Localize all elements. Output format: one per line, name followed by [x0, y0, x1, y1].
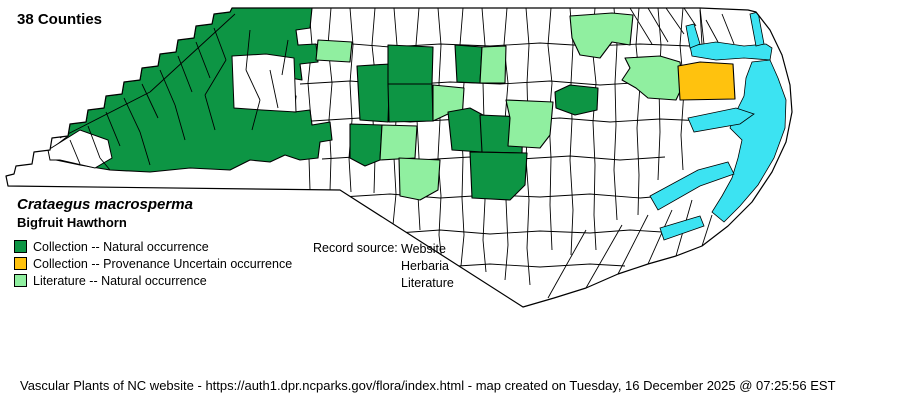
legend-swatch-collection-provenance-uncertain — [14, 257, 27, 270]
record-source-value: Literature — [401, 276, 454, 290]
county-border-line — [245, 29, 251, 71]
species-scientific-name: Crataegus macrosperma — [17, 196, 193, 213]
record-source-value: Website — [401, 242, 446, 256]
county-border-line — [213, 27, 227, 61]
county-border-line — [437, 8, 443, 263]
county-border-line — [699, 8, 705, 45]
legend-label: Collection -- Provenance Uncertain occur… — [33, 256, 293, 271]
county-border-line — [348, 8, 354, 193]
county-shape-county-a2 — [356, 63, 391, 123]
county-border-line — [195, 41, 211, 79]
water-currituck-sound — [749, 11, 765, 47]
county-border-line — [629, 8, 653, 45]
record-source-value: Herbaria — [401, 259, 449, 273]
county-border-line — [59, 91, 151, 139]
county-count-title: 38 Counties — [17, 11, 103, 28]
species-common-name: Bigfruit Hawthorn — [17, 215, 127, 230]
county-border-line — [585, 224, 623, 289]
county-shape-county-a7 — [479, 45, 507, 84]
county-border-line — [683, 8, 697, 27]
county-border-line — [635, 8, 641, 216]
county-shape-county-a10 — [398, 157, 441, 201]
county-shape-county-a9 — [379, 124, 418, 161]
county-shape-county-a13 — [505, 99, 554, 149]
footer-attribution: Vascular Plants of NC website - https://… — [20, 378, 836, 393]
legend-swatch-literature-natural — [14, 274, 27, 287]
county-border-line — [327, 8, 333, 192]
record-source-values: Website Herbaria Literature — [401, 241, 454, 292]
county-border-line — [617, 214, 649, 275]
county-shape-county-a16 — [569, 12, 634, 59]
legend-row: Literature -- Natural occurrence — [14, 272, 292, 289]
county-border-line — [647, 209, 673, 265]
legend-label: Literature -- Natural occurrence — [33, 273, 207, 288]
legend-swatch-collection-natural — [14, 240, 27, 253]
county-border-line — [177, 55, 193, 93]
county-border-line — [105, 111, 121, 147]
county-shape-county-a6 — [454, 44, 483, 84]
county-border-line — [174, 104, 186, 141]
county-border-line — [721, 13, 735, 45]
county-border-line — [397, 229, 663, 235]
county-border-line — [307, 8, 313, 191]
county-shape-county-a15 — [554, 84, 599, 116]
water-albemarle-sound — [689, 41, 773, 61]
water-pamlico-river — [687, 107, 755, 133]
county-shape-uncolored — [47, 129, 113, 169]
county-border-line — [341, 193, 677, 199]
county-border-line — [204, 94, 216, 131]
water-chowan-river — [685, 23, 701, 49]
county-border-line — [647, 8, 669, 43]
county-border-line — [699, 9, 703, 46]
county-border-line — [281, 39, 289, 76]
county-shape-county-a14 — [469, 151, 528, 201]
record-source-label: Record source: — [313, 241, 398, 255]
county-shape-county-a4 — [387, 83, 434, 123]
county-border-line — [204, 59, 227, 96]
county-border-line — [251, 99, 261, 131]
county-border-line — [295, 42, 691, 48]
map-legend: Collection -- Natural occurrence Collect… — [14, 238, 292, 289]
county-shape-county-a17 — [621, 55, 684, 101]
county-border-line — [123, 97, 141, 133]
county-border-line — [441, 263, 626, 268]
county-border-line — [141, 83, 159, 119]
county-border-line — [159, 69, 176, 106]
county-border-line — [665, 8, 685, 35]
legend-label: Collection -- Natural occurrence — [33, 239, 209, 254]
county-border-line — [69, 139, 81, 165]
legend-row: Collection -- Natural occurrence — [14, 238, 292, 255]
county-border-line — [547, 229, 587, 299]
county-shape-uncolored — [231, 53, 297, 113]
water-pamlico-sound — [711, 59, 787, 223]
county-border-line — [99, 157, 111, 171]
county-shape-county-a11 — [447, 107, 484, 153]
county-shape-county-a3 — [387, 44, 434, 85]
county-border-line — [139, 131, 151, 166]
county-shape-county-a18 — [677, 61, 736, 101]
county-shape-county-a8 — [349, 123, 383, 167]
county-border-line — [245, 69, 261, 101]
legend-row: Collection -- Provenance Uncertain occur… — [14, 255, 292, 272]
county-border-line — [705, 19, 719, 43]
county-shape-county-a1 — [315, 39, 353, 63]
county-border-line — [701, 214, 713, 247]
water-neuse-river — [649, 161, 735, 211]
county-border-line — [87, 125, 101, 159]
state-border — [5, 7, 793, 308]
county-border-line — [269, 69, 279, 109]
water-new-river — [659, 215, 705, 241]
